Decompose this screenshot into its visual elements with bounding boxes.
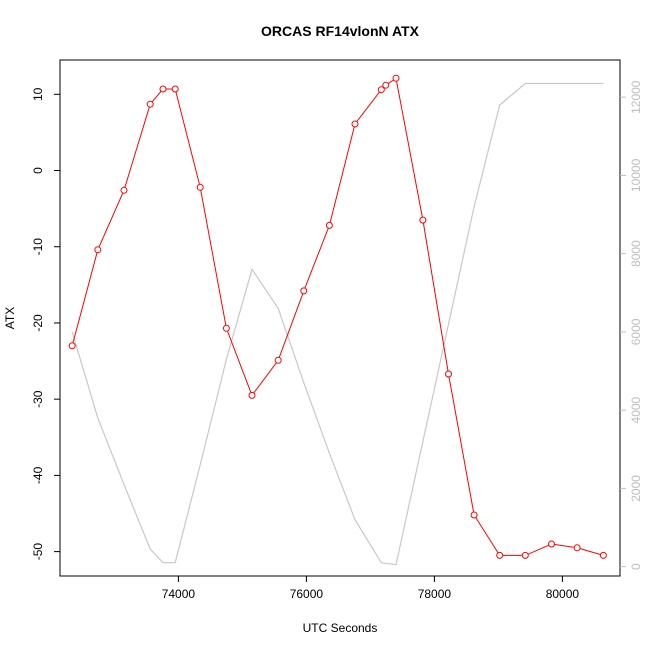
y-tick-label: 10 bbox=[31, 87, 45, 101]
primary-series-point bbox=[248, 391, 256, 399]
y-tick-label: 0 bbox=[31, 167, 45, 174]
x-tick-label: 76000 bbox=[290, 587, 324, 601]
x-tick-label: 74000 bbox=[162, 587, 196, 601]
y-tick-label: -40 bbox=[31, 466, 45, 484]
secondary-series-layer bbox=[71, 82, 604, 566]
primary-series-point bbox=[196, 183, 204, 191]
primary-series-point bbox=[548, 540, 555, 548]
primary-series-line bbox=[71, 77, 604, 556]
x-axis: 74000 76000 78000 80000 bbox=[162, 576, 580, 601]
y2-tick-label: 10000 bbox=[629, 158, 643, 192]
primary-series-point bbox=[351, 120, 359, 128]
primary-series-point bbox=[94, 246, 102, 254]
primary-series-point bbox=[222, 324, 230, 332]
y-tick-label: -20 bbox=[31, 314, 45, 332]
primary-series-point bbox=[377, 86, 385, 94]
y2-tick-label: 8000 bbox=[629, 240, 643, 267]
primary-series-point bbox=[300, 287, 308, 295]
primary-series-point bbox=[470, 511, 478, 519]
x-tick-label: 78000 bbox=[418, 587, 452, 601]
chart-title: ORCAS RF14vlonN ATX bbox=[261, 23, 420, 39]
y2-tick-label: 2000 bbox=[629, 475, 643, 502]
primary-series-point bbox=[120, 186, 128, 194]
x-tick-label: 80000 bbox=[546, 587, 580, 601]
x-axis-label: UTC Seconds bbox=[303, 621, 378, 635]
primary-series-point bbox=[573, 544, 581, 552]
y2-tick-label: 4000 bbox=[629, 396, 643, 423]
primary-series-point bbox=[496, 551, 504, 559]
primary-series-point bbox=[159, 85, 167, 93]
primary-series-point bbox=[521, 551, 529, 559]
primary-series-point bbox=[599, 551, 607, 559]
primary-series-point bbox=[445, 370, 452, 378]
secondary-series-line bbox=[71, 82, 604, 566]
primary-series-point bbox=[274, 356, 282, 364]
y2-tick-label: 0 bbox=[629, 563, 643, 570]
y2-tick-label: 6000 bbox=[629, 318, 643, 345]
y-tick-label: -30 bbox=[31, 390, 45, 408]
primary-series-point bbox=[325, 221, 333, 229]
y-tick-label: -50 bbox=[31, 543, 45, 561]
primary-series-point bbox=[146, 100, 154, 108]
y2-tick-label: 12000 bbox=[629, 80, 643, 114]
primary-series-point bbox=[419, 216, 427, 224]
y-axis-label: ATX bbox=[3, 307, 17, 329]
primary-series-layer bbox=[68, 74, 607, 559]
y-axis-left: 10 0 -10 -20 -30 -40 -50 bbox=[31, 87, 60, 560]
primary-series-point bbox=[392, 74, 400, 82]
primary-series-point bbox=[68, 342, 76, 350]
primary-series-point bbox=[171, 85, 179, 93]
y-axis-right: 0 2000 4000 6000 8000 10000 12000 bbox=[620, 80, 643, 570]
plot-frame bbox=[59, 59, 621, 577]
y-tick-label: -10 bbox=[31, 238, 45, 256]
primary-series-point bbox=[382, 81, 390, 89]
